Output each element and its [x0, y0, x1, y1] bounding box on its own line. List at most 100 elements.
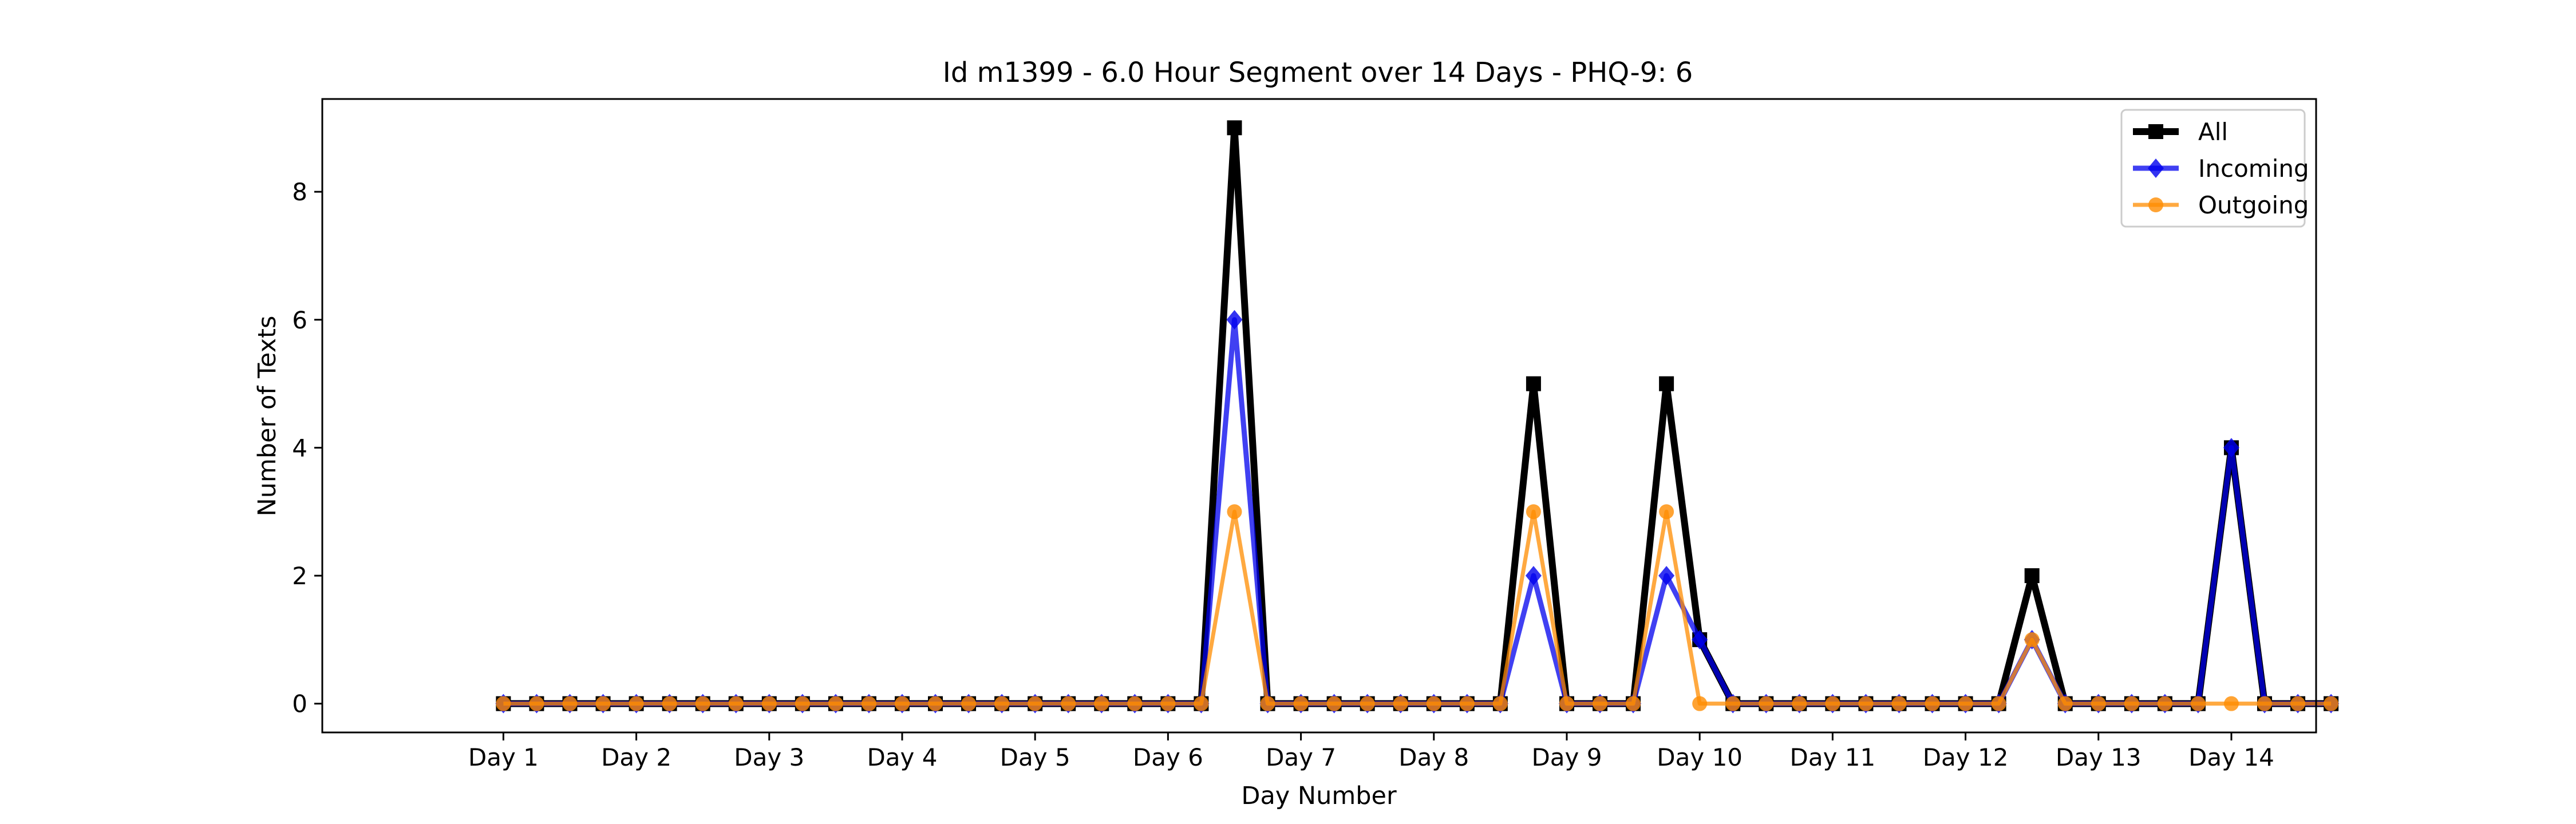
legend-frame — [2120, 109, 2306, 228]
legend-swatch-marker — [2148, 197, 2163, 212]
legend-label: Outgoing — [2198, 191, 2309, 219]
outgoing-point — [1127, 696, 1143, 711]
x-tick-label: Day 10 — [1657, 743, 1743, 771]
y-tick-label: 8 — [292, 178, 307, 206]
outgoing-point — [994, 696, 1010, 711]
all-point — [1659, 376, 1674, 391]
outgoing-point — [2157, 696, 2172, 711]
x-tick-label: Day 11 — [1790, 743, 1876, 771]
chart-title: Id m1399 - 6.0 Hour Segment over 14 Days… — [943, 57, 1693, 89]
outgoing-point — [595, 696, 611, 711]
outgoing-point — [1526, 504, 1541, 520]
outgoing-point — [2091, 696, 2106, 711]
outgoing-point — [2257, 696, 2273, 711]
outgoing-point — [2290, 696, 2306, 711]
outgoing-point — [496, 696, 511, 711]
outgoing-point — [695, 696, 710, 711]
outgoing-point — [1160, 696, 1176, 711]
legend-swatch-marker — [2148, 159, 2164, 178]
incoming-point — [2223, 438, 2239, 458]
outgoing-point — [629, 696, 644, 711]
outgoing-point — [728, 696, 744, 711]
legend-label: All — [2198, 118, 2228, 146]
x-tick-label: Day 12 — [1923, 743, 2009, 771]
x-tick-label: Day 7 — [1266, 743, 1336, 771]
outgoing-point — [1293, 696, 1309, 711]
x-tick-label: Day 14 — [2188, 743, 2274, 771]
all-point — [2024, 568, 2040, 584]
all-point — [1227, 120, 1242, 136]
outgoing-point — [1725, 696, 1741, 711]
outgoing-point — [1194, 696, 1209, 711]
outgoing-point — [861, 696, 876, 711]
x-tick-label: Day 1 — [468, 743, 539, 771]
y-tick-label: 4 — [292, 434, 307, 462]
outgoing-point — [2190, 696, 2206, 711]
all-point — [1526, 376, 1541, 391]
outgoing-point — [1858, 696, 1874, 711]
legend: All Incoming Outgoing — [2120, 109, 2309, 228]
outgoing-point — [894, 696, 910, 711]
incoming-point — [1226, 310, 1243, 330]
outgoing-point — [1426, 696, 1441, 711]
outgoing-point — [1459, 696, 1475, 711]
x-axis-label: Day Number — [1241, 782, 1397, 810]
outgoing-point — [1028, 696, 1043, 711]
outgoing-point — [928, 696, 943, 711]
x-tick-label: Day 9 — [1531, 743, 1602, 771]
outgoing-point — [1559, 696, 1574, 711]
incoming-point — [1525, 566, 1542, 586]
outgoing-point — [2024, 632, 2040, 647]
x-tick-label: Day 3 — [734, 743, 804, 771]
y-tick-label: 2 — [292, 562, 307, 590]
outgoing-point — [2223, 696, 2239, 711]
y-tick-label: 6 — [292, 306, 307, 334]
outgoing-point — [2124, 696, 2139, 711]
y-axis-label: Number of Texts — [253, 316, 282, 517]
outgoing-point — [1061, 696, 1076, 711]
outgoing-point — [662, 696, 677, 711]
outgoing-point — [2057, 696, 2073, 711]
axis-ticks: Day 1 Day 2 Day 3 Day 4 Day 5 Day 6 Day 7 Day 8… — [292, 178, 2274, 771]
outgoing-point — [1393, 696, 1408, 711]
incoming-point — [1658, 566, 1675, 586]
outgoing-point — [1260, 696, 1275, 711]
x-tick-label: Day 2 — [601, 743, 671, 771]
outgoing-point — [562, 696, 578, 711]
outgoing-point — [1891, 696, 1907, 711]
outgoing-point — [761, 696, 777, 711]
plot-area-frame — [321, 98, 2317, 734]
x-tick-label: Day 4 — [867, 743, 937, 771]
outgoing-point — [795, 696, 810, 711]
x-tick-label: Day 13 — [2056, 743, 2142, 771]
outgoing-point — [1094, 696, 1109, 711]
x-tick-label: Day 8 — [1398, 743, 1469, 771]
outgoing-point — [1759, 696, 1774, 711]
outgoing-point — [1991, 696, 2006, 711]
outgoing-point — [1593, 696, 1608, 711]
x-tick-label: Day 6 — [1133, 743, 1203, 771]
outgoing-point — [1692, 696, 1708, 711]
outgoing-point — [1326, 696, 1342, 711]
outgoing-point — [961, 696, 977, 711]
outgoing-point — [529, 696, 544, 711]
legend-swatch-marker — [2148, 124, 2163, 139]
incoming-point — [1692, 629, 1708, 649]
outgoing-point — [1360, 696, 1375, 711]
x-tick-label: Day 5 — [1000, 743, 1070, 771]
outgoing-point — [1227, 504, 1242, 520]
outgoing-point — [1792, 696, 1807, 711]
legend-label: Incoming — [2198, 154, 2309, 183]
outgoing-point — [1958, 696, 1973, 711]
outgoing-point — [1825, 696, 1840, 711]
outgoing-point — [1626, 696, 1641, 711]
outgoing-point — [828, 696, 843, 711]
series-outgoing — [496, 504, 2339, 711]
outgoing-point — [1925, 696, 1940, 711]
outgoing-point — [1659, 504, 1674, 520]
outgoing-point — [1492, 696, 1508, 711]
series-lines — [495, 120, 2340, 714]
outgoing-point — [2324, 696, 2339, 711]
y-tick-label: 0 — [292, 690, 307, 718]
